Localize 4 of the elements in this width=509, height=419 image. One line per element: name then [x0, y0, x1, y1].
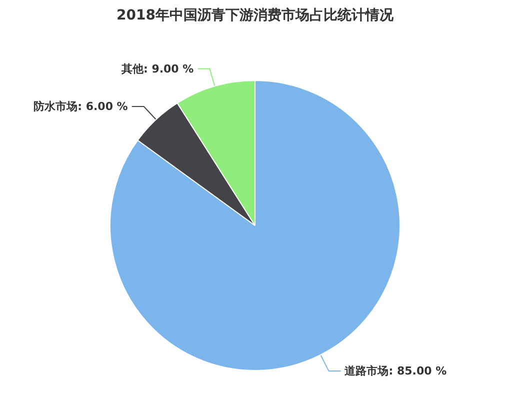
slice-label: 其他: 9.00 %: [120, 62, 194, 76]
slice-label: 防水市场: 6.00 %: [34, 100, 128, 114]
slice-label: 道路市场: 85.00 %: [344, 364, 447, 378]
chart-title: 2018年中国沥青下游消费市场占比统计情况: [116, 6, 394, 24]
